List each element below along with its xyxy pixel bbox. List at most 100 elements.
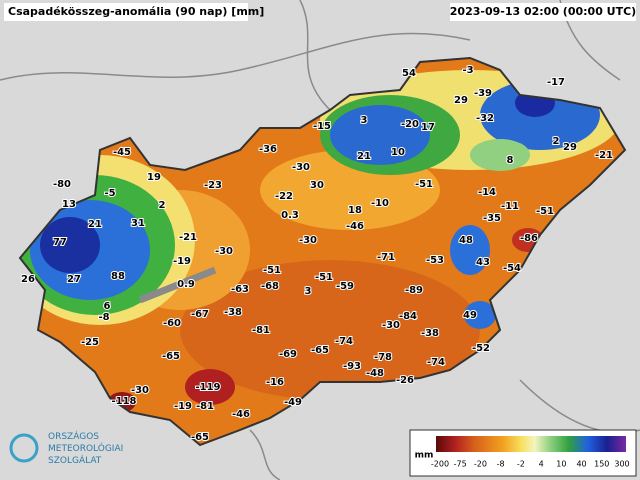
legend-tick-label: 40 (576, 460, 586, 469)
station-value: -68 (261, 281, 279, 292)
station-value: -71 (377, 252, 395, 263)
legend-colorbar (436, 436, 626, 452)
station-value: -14 (478, 187, 496, 198)
station-value: -59 (336, 281, 354, 292)
station-value: -22 (275, 191, 293, 202)
station-value: 30 (310, 180, 324, 191)
station-value: 43 (476, 257, 490, 268)
station-value: 21 (357, 151, 371, 162)
station-value: -89 (405, 285, 423, 296)
station-value: -51 (536, 206, 554, 217)
station-value: -74 (335, 336, 353, 347)
station-value: -81 (252, 325, 270, 336)
station-value: -10 (371, 198, 389, 209)
station-value: 77 (53, 237, 67, 248)
station-value: -30 (292, 162, 310, 173)
station-value: -45 (113, 147, 131, 158)
station-value: -25 (81, 337, 99, 348)
station-value: -38 (224, 307, 242, 318)
station-value: -60 (163, 318, 181, 329)
station-value: -8 (98, 312, 109, 323)
station-value: 88 (111, 271, 125, 282)
station-value: -30 (382, 320, 400, 331)
station-value: -81 (196, 401, 214, 412)
station-value: -46 (232, 409, 250, 420)
station-value: -93 (343, 361, 361, 372)
station-value: -21 (595, 150, 613, 161)
station-value: -21 (179, 232, 197, 243)
legend-tick-label: -200 (431, 460, 449, 469)
station-value: -5 (104, 188, 115, 199)
station-value: -39 (474, 88, 492, 99)
station-value: -52 (472, 343, 490, 354)
station-value: 3 (305, 286, 312, 297)
station-value: 54 (402, 68, 416, 79)
station-value: -65 (191, 432, 209, 443)
timestamp-box (450, 3, 636, 21)
timestamp: 2023-09-13 02:00 (00:00 UTC) (450, 5, 636, 18)
station-value: 31 (131, 218, 145, 229)
logo-text: METEOROLÓGIAI (48, 442, 123, 454)
title: Csapadékösszeg-anomália (90 nap) [mm] (8, 5, 264, 18)
station-value: 48 (459, 235, 473, 246)
station-value: -63 (231, 284, 249, 295)
station-value: -26 (396, 375, 414, 386)
station-value: -51 (263, 265, 281, 276)
station-value: -16 (266, 377, 284, 388)
station-value: -20 (401, 119, 419, 130)
station-value: -32 (476, 113, 494, 124)
station-value: -118 (111, 396, 136, 407)
station-value: 10 (391, 147, 405, 158)
station-value: 17 (421, 122, 435, 133)
station-value: -19 (173, 256, 191, 267)
station-value: -78 (374, 352, 392, 363)
station-value: 13 (62, 199, 76, 210)
station-value: -19 (174, 401, 192, 412)
station-value: 6 (104, 301, 111, 312)
station-value: -119 (195, 382, 220, 393)
station-value: 49 (463, 310, 477, 321)
station-value: 29 (454, 95, 468, 106)
station-value: 29 (563, 142, 577, 153)
legend-tick-label: -75 (454, 460, 467, 469)
station-value: -17 (547, 77, 565, 88)
station-value: -65 (162, 351, 180, 362)
station-value: -51 (315, 272, 333, 283)
logo-icon (9, 433, 39, 463)
station-value: -46 (346, 221, 364, 232)
station-value: -30 (299, 235, 317, 246)
station-value: 27 (67, 274, 81, 285)
station-value: -54 (503, 263, 521, 274)
station-value: -30 (215, 246, 233, 257)
title-box (4, 3, 248, 21)
station-value: 18 (348, 205, 362, 216)
station-value: -15 (313, 121, 331, 132)
station-value: -36 (259, 144, 277, 155)
station-value: -74 (427, 357, 445, 368)
station-value: 19 (147, 172, 161, 183)
station-value: -48 (366, 368, 384, 379)
logo-text: SZOLGÁLAT (48, 454, 102, 466)
station-value: 26 (21, 274, 35, 285)
station-value: -11 (501, 201, 519, 212)
logo-text: ORSZÁGOS (48, 430, 99, 442)
station-value: 0.9 (177, 279, 195, 290)
legend-tick-label: -8 (497, 460, 505, 469)
legend-tick-label: -20 (474, 460, 487, 469)
legend-tick-label: 4 (539, 460, 544, 469)
legend-tick-label: 10 (556, 460, 566, 469)
station-value: 2 (159, 200, 166, 211)
station-value: 8 (507, 155, 514, 166)
station-value: -49 (284, 397, 302, 408)
station-value: -86 (520, 233, 538, 244)
country-border (18, 56, 627, 447)
legend-tick-label: 300 (614, 460, 629, 469)
station-value: -80 (53, 179, 71, 190)
logo: ORSZÁGOS METEOROLÓGIAI SZOLGÁLAT (9, 430, 123, 466)
station-value: -51 (415, 179, 433, 190)
station-value: 3 (361, 115, 368, 126)
lake-balaton (138, 266, 217, 304)
